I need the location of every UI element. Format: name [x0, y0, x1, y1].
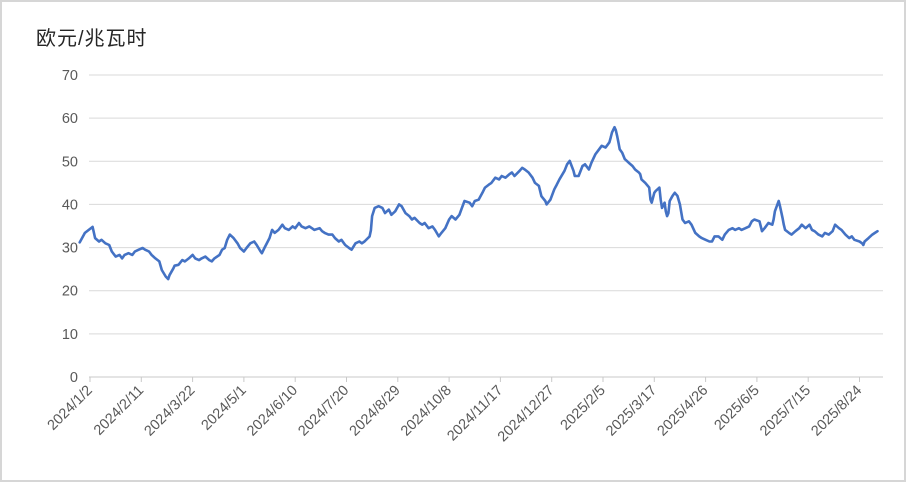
x-tick-label: 2025/3/17 [603, 383, 660, 440]
gridlines [89, 74, 883, 335]
price-line [78, 125, 879, 281]
y-tick-label: 20 [62, 284, 78, 300]
x-axis [89, 376, 883, 382]
x-tick-label: 2025/8/24 [808, 383, 865, 440]
y-tick-label: 60 [62, 111, 78, 127]
x-tick-label: 2024/5/1 [198, 383, 249, 434]
y-axis-labels: 0 10 20 30 40 50 60 70 [62, 68, 78, 386]
x-tick-label: 2024/2/11 [91, 383, 147, 439]
x-tick-label: 2024/7/20 [295, 383, 352, 440]
x-tick-label: 2025/7/15 [757, 383, 814, 440]
y-tick-label: 10 [62, 327, 78, 343]
x-tick-label: 2024/3/22 [141, 383, 198, 440]
y-tick-label: 30 [62, 241, 78, 257]
x-tick-label: 2025/4/26 [654, 383, 711, 440]
y-tick-label: 70 [62, 68, 78, 84]
y-tick-label: 0 [70, 370, 78, 386]
y-tick-label: 50 [62, 154, 78, 170]
x-tick-label: 2024/6/10 [244, 383, 301, 440]
y-tick-label: 40 [62, 197, 78, 213]
chart-title: 欧元/兆瓦时 [36, 28, 148, 50]
x-tick-label: 2025/6/5 [711, 383, 762, 434]
x-tick-label: 2024/1/2 [45, 383, 96, 434]
x-tick-label: 2024/8/29 [347, 383, 404, 440]
x-tick-label: 2025/2/5 [558, 383, 609, 434]
